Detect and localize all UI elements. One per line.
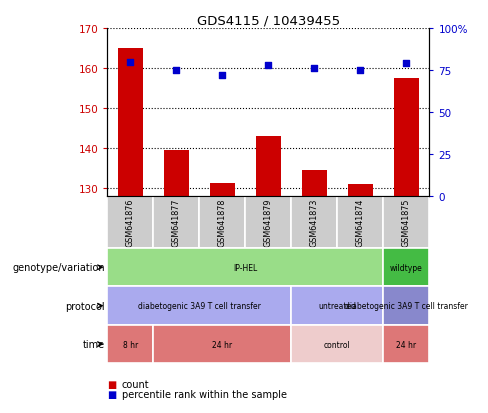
Text: control: control [324,340,351,349]
Bar [256,136,281,196]
Bar [107,287,291,325]
Bar [107,196,153,249]
Bar [384,249,429,287]
Point [403,61,410,67]
Text: untreated: untreated [318,301,356,311]
Bar [153,196,200,249]
Text: diabetogenic 3A9 T cell transfer: diabetogenic 3A9 T cell transfer [138,301,261,311]
Point [219,72,226,79]
Bar [164,150,189,196]
Title: GDS4115 / 10439455: GDS4115 / 10439455 [197,15,340,28]
Bar [302,170,327,196]
Bar [394,79,419,196]
Bar [200,196,245,249]
Text: GSM641874: GSM641874 [356,198,365,247]
Text: genotype/variation: genotype/variation [12,263,105,273]
Point [172,67,180,74]
Bar [291,287,384,325]
Text: GSM641876: GSM641876 [126,198,135,247]
Text: protocol: protocol [65,301,105,311]
Text: percentile rank within the sample: percentile rank within the sample [122,389,287,399]
Text: count: count [122,379,150,389]
Text: 24 hr: 24 hr [212,340,232,349]
Text: wildtype: wildtype [390,263,423,272]
Text: GSM641875: GSM641875 [402,198,411,247]
Bar [153,325,291,363]
Bar [348,184,373,196]
Point [310,66,318,72]
Point [264,62,272,69]
Bar [107,249,384,287]
Bar [291,196,337,249]
Bar [107,325,153,363]
Text: time: time [83,339,105,349]
Text: GSM641878: GSM641878 [218,198,227,247]
Bar [245,196,291,249]
Bar [384,196,429,249]
Text: GSM641877: GSM641877 [172,198,181,247]
Text: ■: ■ [107,389,117,399]
Bar [337,196,384,249]
Text: ■: ■ [107,379,117,389]
Text: GSM641879: GSM641879 [264,198,273,247]
Text: IP-HEL: IP-HEL [233,263,258,272]
Text: GSM641873: GSM641873 [310,198,319,247]
Bar [384,287,429,325]
Bar [210,183,235,196]
Text: 24 hr: 24 hr [396,340,416,349]
Bar [291,325,384,363]
Point [357,67,365,74]
Bar [118,49,143,196]
Text: diabetogenic 3A9 T cell transfer: diabetogenic 3A9 T cell transfer [345,301,468,311]
Text: 8 hr: 8 hr [123,340,138,349]
Bar [384,325,429,363]
Point [126,59,134,66]
